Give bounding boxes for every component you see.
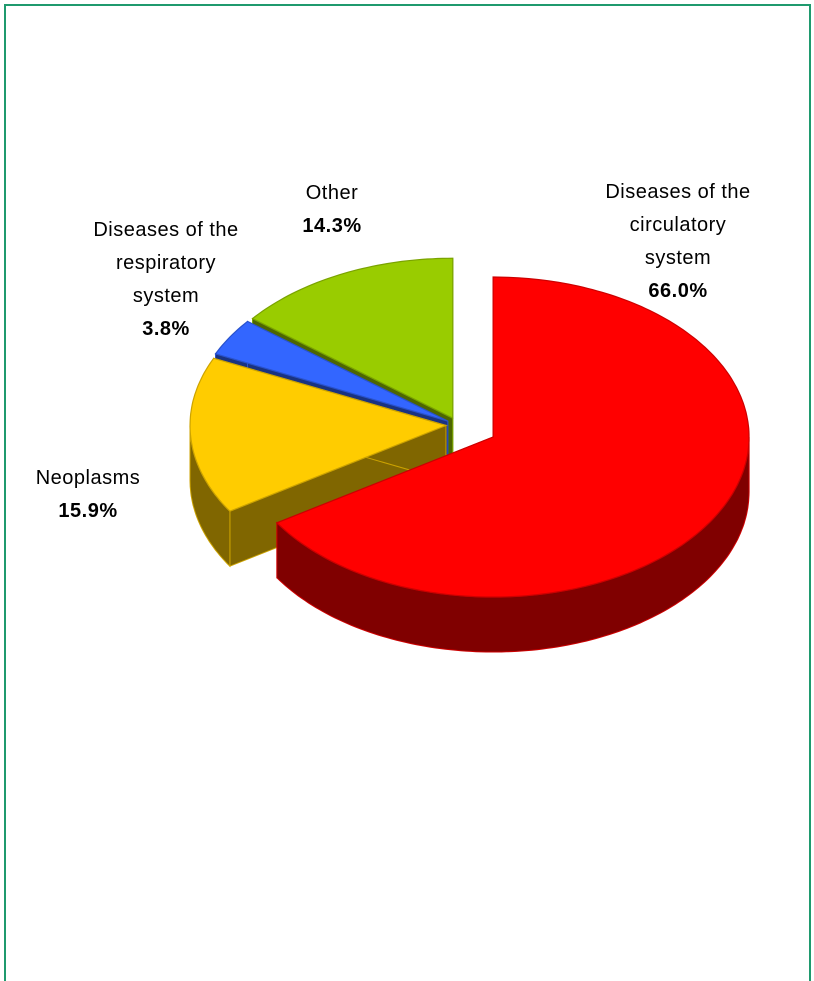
slice-label: Neoplasms 15.9% [0, 462, 178, 528]
slice-label: Diseases of the respiratory system 3.8% [76, 214, 256, 346]
category-name: Other [305, 182, 359, 204]
value-label: 15.9% [58, 500, 118, 522]
slice-label: Diseases of the circulatory system 66.0% [588, 176, 768, 308]
frame [4, 4, 811, 981]
value-label: 66.0% [648, 280, 708, 302]
category-name: Diseases of the circulatory system [605, 181, 751, 269]
slice [189, 357, 448, 512]
slice-label: Other 14.3% [242, 177, 422, 243]
slice [214, 320, 449, 422]
slice [275, 276, 750, 598]
category-name: Diseases of the respiratory system [93, 219, 239, 307]
pie [189, 257, 750, 653]
value-label: 14.3% [302, 215, 362, 237]
slice [251, 257, 454, 420]
category-name: Neoplasms [35, 467, 141, 489]
value-label: 3.8% [142, 318, 190, 340]
